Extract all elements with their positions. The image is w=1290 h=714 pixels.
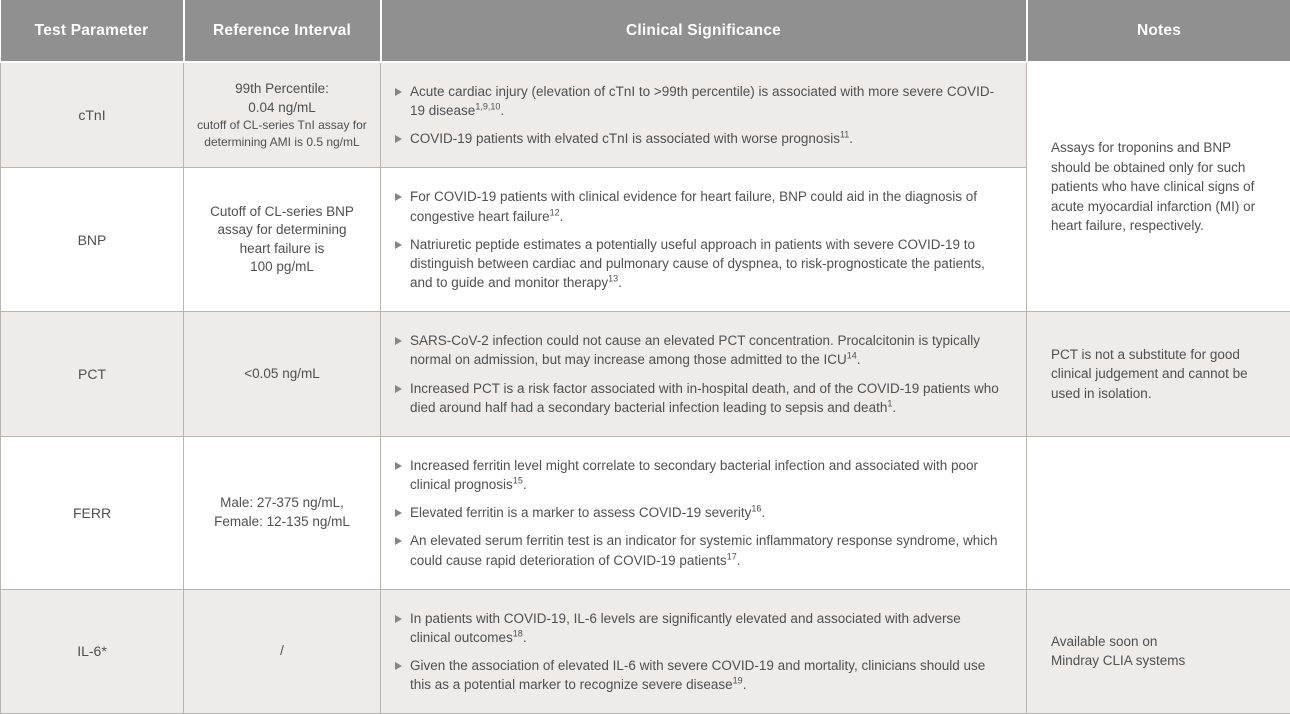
reference-line: cutoff of CL-series TnI assay for bbox=[192, 117, 372, 134]
reference-superscript: 15 bbox=[513, 476, 523, 486]
triangle-bullet-icon bbox=[395, 241, 402, 249]
reference-superscript: 16 bbox=[751, 504, 761, 514]
note-cell-pct: PCT is not a substitute for good clinica… bbox=[1027, 312, 1290, 437]
significance-text: Natriuretic peptide estimates a potentia… bbox=[410, 235, 1002, 292]
reference-line: 0.04 ng/mL bbox=[192, 99, 372, 118]
significance-item: In patients with COVID-19, IL-6 levels a… bbox=[395, 609, 1002, 647]
triangle-bullet-icon bbox=[395, 88, 402, 96]
reference-superscript: 18 bbox=[513, 628, 523, 638]
significance-text: Increased PCT is a risk factor associate… bbox=[410, 379, 1002, 417]
significance-item: Given the association of elevated IL-6 w… bbox=[395, 656, 1002, 694]
reference-cell: Cutoff of CL-series BNP assay for determ… bbox=[184, 168, 381, 312]
table-row-ctni: cTnI 99th Percentile: 0.04 ng/mL cutoff … bbox=[1, 62, 1290, 168]
note-cell-troponin-bnp: Assays for troponins and BNP should be o… bbox=[1027, 62, 1290, 312]
reference-line: 100 pg/mL bbox=[192, 258, 372, 277]
table-row-il6: IL-6* / In patients with COVID-19, IL-6 … bbox=[1, 589, 1290, 714]
reference-line: 99th Percentile: bbox=[192, 80, 372, 99]
significance-cell: For COVID-19 patients with clinical evid… bbox=[381, 168, 1027, 312]
triangle-bullet-icon bbox=[395, 337, 402, 345]
reference-superscript: 14 bbox=[847, 351, 857, 361]
note-text: Assays for troponins and BNP should be o… bbox=[1051, 138, 1272, 236]
significance-text: In patients with COVID-19, IL-6 levels a… bbox=[410, 609, 1002, 647]
reference-superscript: 13 bbox=[608, 274, 618, 284]
reference-line: heart failure is bbox=[192, 240, 372, 259]
triangle-bullet-icon bbox=[395, 135, 402, 143]
triangle-bullet-icon bbox=[395, 509, 402, 517]
header-reference-interval: Reference Interval bbox=[184, 0, 381, 62]
parameter-cell: FERR bbox=[1, 436, 184, 589]
significance-text: Acute cardiac injury (elevation of cTnI … bbox=[410, 82, 1002, 120]
reference-cell: Male: 27-375 ng/mL, Female: 12-135 ng/mL bbox=[184, 436, 381, 589]
significance-item: Natriuretic peptide estimates a potentia… bbox=[395, 235, 1002, 292]
significance-text: SARS-CoV-2 infection could not cause an … bbox=[410, 331, 1002, 369]
reference-line: determining AMI is 0.5 ng/mL bbox=[192, 134, 372, 151]
reference-superscript: 1,9,10 bbox=[475, 102, 500, 112]
reference-cell: <0.05 ng/mL bbox=[184, 312, 381, 437]
header-clinical-significance: Clinical Significance bbox=[381, 0, 1027, 62]
note-text: Available soon on bbox=[1051, 632, 1272, 652]
reference-superscript: 12 bbox=[550, 207, 560, 217]
significance-item: Acute cardiac injury (elevation of cTnI … bbox=[395, 82, 1002, 120]
significance-item: COVID-19 patients with elvated cTnI is a… bbox=[395, 129, 1002, 148]
reference-line: Cutoff of CL-series BNP bbox=[192, 203, 372, 222]
note-cell-ferr-empty bbox=[1027, 436, 1290, 589]
significance-text: Elevated ferritin is a marker to assess … bbox=[410, 503, 765, 522]
parameter-cell: PCT bbox=[1, 312, 184, 437]
triangle-bullet-icon bbox=[395, 193, 402, 201]
significance-item: Elevated ferritin is a marker to assess … bbox=[395, 503, 1002, 522]
significance-text: COVID-19 patients with elvated cTnI is a… bbox=[410, 129, 853, 148]
table-row-pct: PCT <0.05 ng/mL SARS-CoV-2 infection cou… bbox=[1, 312, 1290, 437]
significance-item: Increased ferritin level might correlate… bbox=[395, 456, 1002, 494]
note-text: Mindray CLIA systems bbox=[1051, 651, 1272, 671]
significance-cell: Increased ferritin level might correlate… bbox=[381, 436, 1027, 589]
significance-cell: In patients with COVID-19, IL-6 levels a… bbox=[381, 589, 1027, 714]
reference-superscript: 17 bbox=[727, 551, 737, 561]
note-text: PCT is not a substitute for good clinica… bbox=[1051, 345, 1272, 404]
header-notes: Notes bbox=[1027, 0, 1290, 62]
table-row-ferr: FERR Male: 27-375 ng/mL, Female: 12-135 … bbox=[1, 436, 1290, 589]
triangle-bullet-icon bbox=[395, 537, 402, 545]
significance-item: An elevated serum ferritin test is an in… bbox=[395, 531, 1002, 569]
parameter-cell: cTnI bbox=[1, 62, 184, 168]
triangle-bullet-icon bbox=[395, 662, 402, 670]
reference-superscript: 19 bbox=[733, 676, 743, 686]
significance-cell: Acute cardiac injury (elevation of cTnI … bbox=[381, 62, 1027, 168]
reference-line: <0.05 ng/mL bbox=[192, 365, 372, 384]
parameter-cell: IL-6* bbox=[1, 589, 184, 714]
triangle-bullet-icon bbox=[395, 385, 402, 393]
triangle-bullet-icon bbox=[395, 462, 402, 470]
significance-text: Increased ferritin level might correlate… bbox=[410, 456, 1002, 494]
significance-text: Given the association of elevated IL-6 w… bbox=[410, 656, 1002, 694]
significance-cell: SARS-CoV-2 infection could not cause an … bbox=[381, 312, 1027, 437]
significance-text: For COVID-19 patients with clinical evid… bbox=[410, 187, 1002, 225]
parameter-cell: BNP bbox=[1, 168, 184, 312]
reference-cell: / bbox=[184, 589, 381, 714]
reference-line: / bbox=[192, 642, 372, 661]
triangle-bullet-icon bbox=[395, 615, 402, 623]
significance-text: An elevated serum ferritin test is an in… bbox=[410, 531, 1002, 569]
header-row: Test Parameter Reference Interval Clinic… bbox=[1, 0, 1290, 62]
reference-cell: 99th Percentile: 0.04 ng/mL cutoff of CL… bbox=[184, 62, 381, 168]
note-cell-il6: Available soon on Mindray CLIA systems bbox=[1027, 589, 1290, 714]
reference-line: assay for determining bbox=[192, 221, 372, 240]
significance-item: Increased PCT is a risk factor associate… bbox=[395, 379, 1002, 417]
reference-superscript: 11 bbox=[840, 130, 849, 140]
significance-item: For COVID-19 patients with clinical evid… bbox=[395, 187, 1002, 225]
significance-item: SARS-CoV-2 infection could not cause an … bbox=[395, 331, 1002, 369]
reference-line: Male: 27-375 ng/mL, bbox=[192, 494, 372, 513]
header-test-parameter: Test Parameter bbox=[1, 0, 184, 62]
reference-line: Female: 12-135 ng/mL bbox=[192, 513, 372, 532]
